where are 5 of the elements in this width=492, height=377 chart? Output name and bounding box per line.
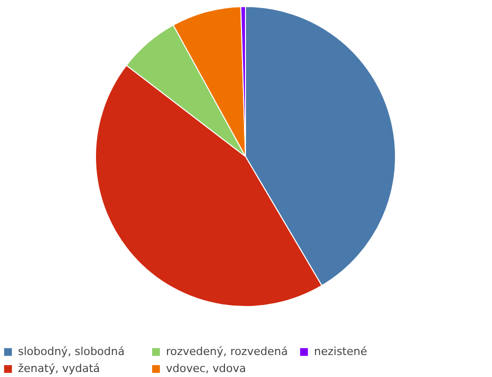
legend-label: rozvedený, rozvedená xyxy=(166,345,289,358)
legend-label: ženatý, vydatá xyxy=(18,362,101,375)
legend-label: slobodný, slobodná xyxy=(18,345,126,358)
legend-label: nezistené xyxy=(314,345,368,358)
legend-label: vdovec, vdova xyxy=(166,362,248,375)
